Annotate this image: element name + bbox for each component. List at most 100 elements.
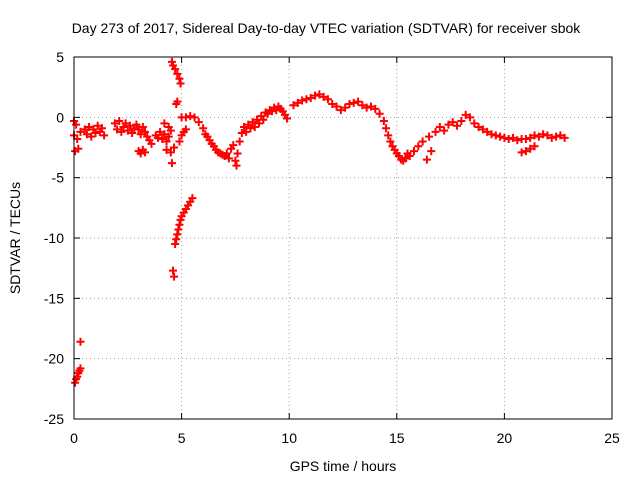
data-point [173, 69, 182, 78]
data-point [552, 132, 561, 141]
data-point [319, 92, 328, 101]
data-point [461, 110, 470, 119]
data-point [162, 145, 171, 154]
data-point [76, 364, 85, 373]
data-point [414, 142, 423, 151]
data-point [435, 122, 444, 131]
data-point [444, 120, 453, 129]
data-point [224, 154, 233, 163]
data-point [504, 135, 513, 144]
data-point [474, 122, 483, 131]
data-point [358, 101, 367, 110]
data-point [167, 159, 176, 168]
data-point [513, 136, 522, 145]
data-point [125, 121, 134, 130]
data-point [132, 120, 141, 129]
data-point [283, 114, 292, 123]
grid-lines [74, 57, 612, 419]
data-point [93, 121, 102, 130]
data-point [250, 122, 259, 131]
data-point [405, 151, 414, 160]
data-point [141, 148, 150, 157]
data-point [410, 147, 419, 156]
data-point [375, 109, 384, 118]
data-point [171, 65, 180, 74]
data-point [164, 132, 173, 141]
data-point [526, 133, 535, 142]
data-point [521, 147, 530, 156]
x-axis: 0 5 10 15 20 25 [70, 57, 620, 446]
data-point [85, 122, 94, 131]
data-point [431, 127, 440, 136]
data-point [173, 230, 182, 239]
data-point [158, 135, 167, 144]
data-point [560, 133, 569, 142]
data-point [166, 148, 175, 157]
data-point [246, 124, 255, 133]
data-point [222, 149, 231, 158]
data-point [500, 133, 509, 142]
data-point [194, 118, 203, 127]
data-point [73, 135, 82, 144]
data-point [123, 126, 132, 135]
data-point [233, 149, 242, 158]
data-point [242, 127, 251, 136]
x-tick-label: 10 [281, 430, 297, 446]
data-point [72, 120, 81, 129]
data-point [171, 240, 180, 249]
x-tick-label: 0 [70, 430, 78, 446]
data-point [306, 94, 315, 103]
data-point [440, 126, 449, 135]
data-point [470, 119, 479, 128]
data-point [530, 142, 539, 151]
data-point [293, 98, 302, 107]
data-point [336, 106, 345, 115]
data-point [323, 95, 332, 104]
x-tick-label: 15 [389, 430, 405, 446]
x-axis-label: GPS time / hours [290, 458, 397, 474]
data-point [354, 97, 363, 106]
data-point [190, 113, 199, 122]
data-point [175, 137, 184, 146]
data-point [172, 235, 181, 244]
data-point [162, 137, 171, 146]
data-point [543, 131, 552, 140]
data-point [156, 127, 165, 136]
y-tick-label: -25 [44, 411, 64, 427]
data-point [478, 125, 487, 134]
data-point [289, 101, 298, 110]
data-point [362, 103, 371, 112]
data-point [349, 98, 358, 107]
data-point [113, 125, 122, 134]
data-point [134, 125, 143, 134]
data-point [232, 161, 241, 170]
data-point [160, 119, 169, 128]
data-point [526, 144, 535, 153]
data-point [530, 131, 539, 140]
data-point [418, 137, 427, 146]
data-point [345, 100, 354, 109]
data-point [231, 156, 240, 165]
y-tick-label: 0 [56, 109, 64, 125]
data-point [138, 122, 147, 131]
data-point [517, 148, 526, 157]
data-point [160, 130, 169, 139]
data-point [302, 95, 311, 104]
data-points [70, 57, 569, 387]
data-point [97, 124, 106, 133]
data-point [76, 337, 85, 346]
data-point [448, 118, 457, 127]
chart-title: Day 273 of 2017, Sidereal Day-to-day VTE… [72, 20, 582, 36]
data-point [170, 143, 179, 152]
data-point [539, 130, 548, 139]
data-point [74, 144, 83, 153]
data-point [328, 100, 337, 109]
data-point [379, 116, 388, 125]
y-tick-label: 5 [56, 49, 64, 65]
y-axis-label: SDTVAR / TECUs [7, 182, 23, 294]
data-point [147, 139, 156, 148]
data-point [483, 127, 492, 136]
data-point [229, 141, 238, 150]
data-point [248, 118, 257, 127]
